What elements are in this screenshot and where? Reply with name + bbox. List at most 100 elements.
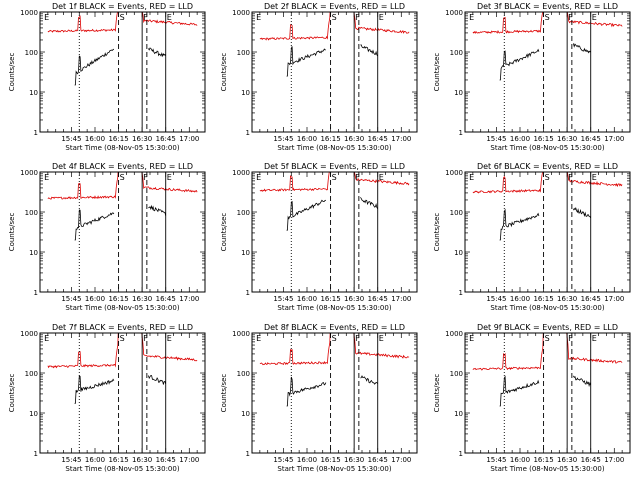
y-tick-label: 1000 bbox=[232, 330, 250, 338]
series-events-line bbox=[573, 207, 592, 219]
series-events-line bbox=[360, 197, 379, 209]
marker-label: F bbox=[355, 13, 360, 22]
x-tick-label: 16:15 bbox=[320, 456, 340, 464]
series-events-line bbox=[360, 375, 378, 385]
y-tick-label: 1000 bbox=[20, 9, 38, 17]
x-tick-label: 15:45 bbox=[61, 135, 81, 143]
panel-title: Det 4f BLACK = Events, RED = LLD bbox=[52, 162, 193, 171]
marker-label: E bbox=[167, 334, 172, 343]
y-tick-label: 100 bbox=[450, 370, 463, 378]
plot-frame bbox=[39, 171, 206, 293]
panel-title: Det 6f BLACK = Events, RED = LLD bbox=[477, 162, 618, 171]
y-tick-label: 100 bbox=[450, 49, 463, 57]
y-axis-label: Counts/sec bbox=[8, 213, 16, 252]
plot-frame bbox=[251, 332, 418, 454]
y-tick-label: 1000 bbox=[232, 9, 250, 17]
plot-frame bbox=[251, 171, 418, 293]
y-tick-label: 10 bbox=[454, 249, 463, 257]
series-events-line bbox=[286, 199, 326, 231]
marker-label: F bbox=[568, 13, 573, 22]
marker-label: E bbox=[256, 173, 261, 182]
marker-label: F bbox=[355, 173, 360, 182]
x-axis-label: Start Time (08-Nov-05 15:30:00) bbox=[277, 304, 391, 312]
x-tick-label: 16:45 bbox=[156, 135, 176, 143]
x-tick-label: 17:00 bbox=[391, 135, 411, 143]
x-tick-label: 16:30 bbox=[132, 456, 152, 464]
y-tick-label: 1 bbox=[34, 450, 38, 458]
y-tick-label: 1000 bbox=[445, 330, 463, 338]
marker-label: E bbox=[256, 13, 261, 22]
y-tick-label: 1 bbox=[459, 129, 463, 137]
plot-frame bbox=[464, 171, 631, 293]
x-tick-label: 17:00 bbox=[179, 295, 199, 303]
series-events-line bbox=[148, 47, 167, 58]
x-tick-label: 16:00 bbox=[510, 135, 530, 143]
x-tick-label: 16:45 bbox=[368, 295, 388, 303]
marker-label: E bbox=[592, 173, 597, 182]
marker-label: S bbox=[545, 173, 550, 182]
y-tick-label: 1000 bbox=[20, 330, 38, 338]
y-tick-label: 10 bbox=[241, 410, 250, 418]
x-tick-label: 16:00 bbox=[85, 295, 105, 303]
y-axis-label: Counts/sec bbox=[8, 374, 16, 413]
x-tick-label: 16:15 bbox=[108, 456, 128, 464]
plot-frame bbox=[464, 332, 631, 454]
y-tick-label: 1000 bbox=[232, 169, 250, 177]
series-events-line bbox=[74, 209, 115, 241]
x-tick-label: 16:30 bbox=[557, 135, 577, 143]
y-tick-label: 1000 bbox=[20, 169, 38, 177]
panel-title: Det 3f BLACK = Events, RED = LLD bbox=[477, 2, 618, 11]
x-tick-label: 17:00 bbox=[604, 295, 624, 303]
marker-label: E bbox=[256, 334, 261, 343]
series-lld-line bbox=[259, 12, 410, 41]
series-lld-line bbox=[47, 333, 198, 369]
x-axis-label: Start Time (08-Nov-05 15:30:00) bbox=[65, 144, 179, 152]
marker-label: E bbox=[44, 173, 49, 182]
marker-label: E bbox=[44, 13, 49, 22]
y-tick-label: 10 bbox=[241, 249, 250, 257]
y-axis-label: Counts/sec bbox=[220, 53, 228, 92]
y-tick-label: 100 bbox=[25, 209, 38, 217]
x-axis-label: Start Time (08-Nov-05 15:30:00) bbox=[277, 144, 391, 152]
series-events-line bbox=[573, 43, 591, 54]
x-axis-label: Start Time (08-Nov-05 15:30:00) bbox=[277, 465, 391, 473]
series-lld-line bbox=[259, 333, 410, 366]
y-tick-label: 10 bbox=[29, 89, 38, 97]
x-tick-label: 15:45 bbox=[273, 456, 293, 464]
y-tick-label: 1 bbox=[246, 450, 250, 458]
x-tick-label: 16:00 bbox=[297, 135, 317, 143]
x-tick-label: 15:45 bbox=[486, 295, 506, 303]
y-tick-label: 1 bbox=[459, 450, 463, 458]
marker-label: S bbox=[332, 13, 337, 22]
x-axis-label: Start Time (08-Nov-05 15:30:00) bbox=[65, 465, 179, 473]
marker-label: F bbox=[568, 334, 573, 343]
y-tick-label: 100 bbox=[25, 370, 38, 378]
series-events-line bbox=[148, 375, 167, 385]
y-tick-label: 100 bbox=[237, 209, 250, 217]
plot-frame bbox=[39, 332, 206, 454]
marker-label: E bbox=[379, 13, 384, 22]
marker-label: S bbox=[332, 334, 337, 343]
y-axis-label: Counts/sec bbox=[220, 374, 228, 413]
series-events-line bbox=[148, 204, 167, 216]
y-axis-label: Counts/sec bbox=[8, 53, 16, 92]
y-tick-label: 1 bbox=[246, 289, 250, 297]
marker-label: F bbox=[143, 173, 148, 182]
panel-title: Det 8f BLACK = Events, RED = LLD bbox=[264, 323, 405, 332]
series-events-line bbox=[573, 375, 592, 388]
marker-label: E bbox=[592, 13, 597, 22]
y-axis-label: Counts/sec bbox=[433, 374, 441, 413]
panel-title: Det 7f BLACK = Events, RED = LLD bbox=[52, 323, 193, 332]
marker-label: E bbox=[379, 173, 384, 182]
panel-title: Det 1f BLACK = Events, RED = LLD bbox=[52, 2, 193, 11]
series-events-line bbox=[360, 44, 379, 57]
x-tick-label: 15:45 bbox=[273, 135, 293, 143]
series-lld-line bbox=[47, 172, 198, 200]
y-tick-label: 10 bbox=[29, 410, 38, 418]
x-tick-label: 15:45 bbox=[273, 295, 293, 303]
y-tick-label: 100 bbox=[25, 49, 38, 57]
series-lld-line bbox=[472, 12, 623, 34]
